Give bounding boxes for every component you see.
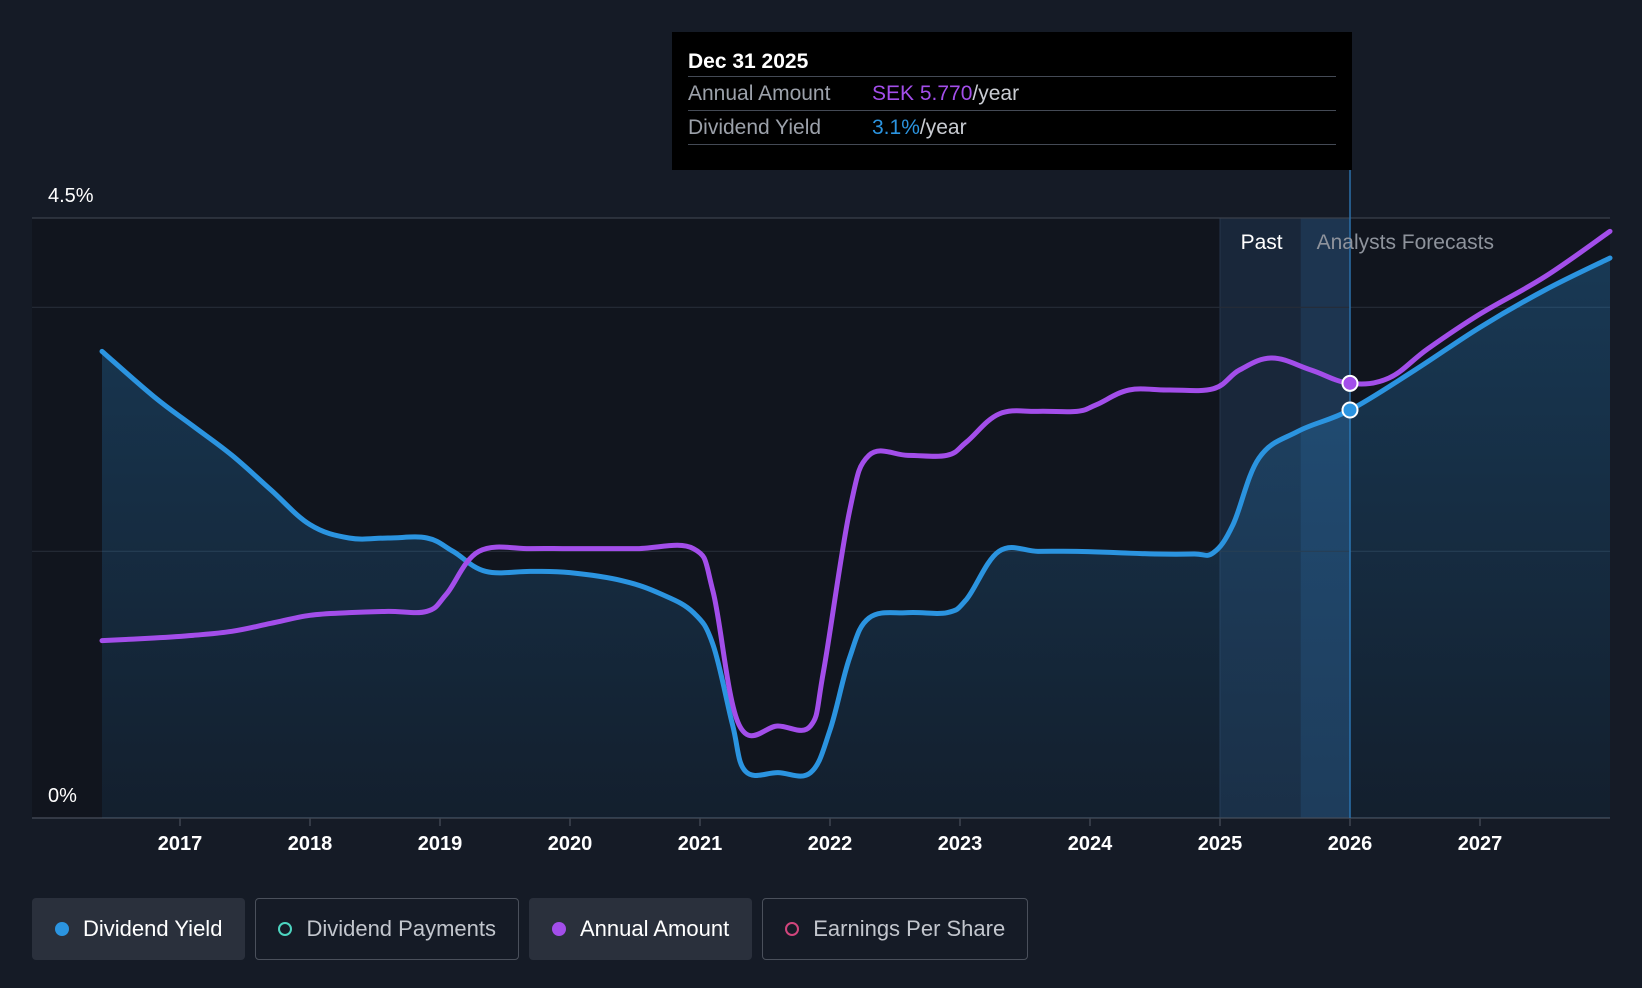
tooltip-label: Dividend Yield <box>688 115 822 139</box>
x-tick-label: 2024 <box>1068 833 1113 855</box>
x-tick-label: 2027 <box>1458 833 1503 855</box>
dividend-payments-ring-icon <box>278 922 293 936</box>
forecast-label: Analysts Forecasts <box>1317 231 1494 254</box>
legend-annual-amount[interactable]: Annual Amount <box>528 898 753 960</box>
tooltip-date: Dec 31 2025 <box>688 50 809 73</box>
x-tick-label: 2023 <box>938 833 983 855</box>
x-tick-label: 2025 <box>1198 833 1243 855</box>
y-axis-max-label: 4.5% <box>48 185 94 207</box>
dividend-yield-point-marker <box>1341 401 1359 419</box>
tooltip-label: Annual Amount <box>688 81 831 105</box>
tooltip-value: 3.1% <box>872 115 920 139</box>
y-axis-min-label: 0% <box>48 785 77 807</box>
annual-amount-dot-icon <box>551 922 566 936</box>
legend-dividend-yield[interactable]: Dividend Yield <box>32 898 246 960</box>
x-tick-label: 2018 <box>288 833 333 855</box>
legend-label: Earnings Per Share <box>813 916 1006 941</box>
dividend-yield-line <box>99 255 1613 779</box>
dividend-yield-area <box>102 258 1610 818</box>
tooltip-row-annual-amount: Annual Amount SEK 5.770 /year <box>688 76 1336 110</box>
legend-label: Dividend Yield <box>83 916 223 941</box>
tooltip-unit: /year <box>972 81 1020 105</box>
legend-label: Annual Amount <box>579 916 730 941</box>
legend-label: Dividend Payments <box>306 916 496 941</box>
x-tick-label: 2022 <box>808 833 853 855</box>
tooltip-row-dividend-yield: Dividend Yield 3.1% /year <box>688 110 1336 145</box>
earnings-per-share-ring-icon <box>785 922 800 936</box>
annual-amount-point-marker <box>1341 374 1359 392</box>
legend-earnings-per-share[interactable]: Earnings Per Share <box>762 898 1029 960</box>
x-tick-label: 2019 <box>418 833 463 855</box>
x-tick-label: 2021 <box>678 833 723 855</box>
x-tick-label: 2026 <box>1328 833 1373 855</box>
annual-amount-line <box>99 228 1613 739</box>
x-tick-label: 2020 <box>548 833 593 855</box>
dividend-yield-dot-icon <box>55 922 69 936</box>
past-label: Past <box>1241 231 1283 254</box>
chart-legend: Dividend Yield Dividend Payments Annual … <box>32 898 1029 962</box>
legend-dividend-payments[interactable]: Dividend Payments <box>255 898 519 960</box>
x-tick-label: 2017 <box>158 833 203 855</box>
tooltip-value: SEK 5.770 <box>872 81 973 105</box>
tooltip-unit: /year <box>919 115 967 139</box>
chart-tooltip: Dec 31 2025 Annual Amount SEK 5.770 /yea… <box>672 32 1352 170</box>
